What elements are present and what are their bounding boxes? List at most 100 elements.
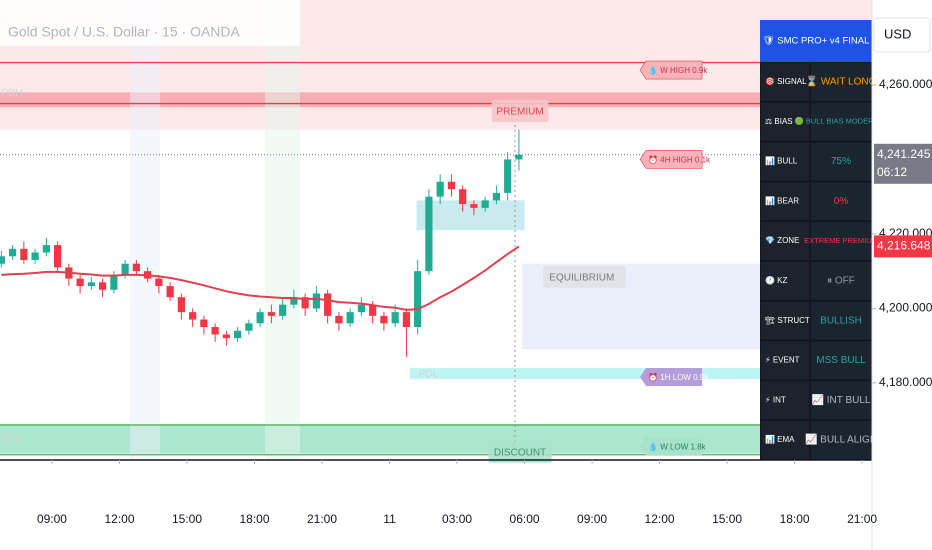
panel-value-cell (811, 421, 871, 459)
panel-row-label: 🏗 STRUCT (765, 316, 810, 325)
annotation-label: PDL (419, 369, 439, 380)
x-tick-label: 18:00 (239, 512, 269, 526)
panel-row-label: ⚡ INT (765, 395, 786, 404)
candle-body (447, 181, 456, 190)
candle-body (132, 263, 140, 272)
y-tick-label: 4,260.000 (879, 77, 932, 91)
panel-row-value: 0% (834, 196, 849, 207)
price-axis (872, 0, 932, 550)
panel-header-bg (760, 20, 872, 62)
levels-layer (0, 61, 872, 456)
panel-label-cell (761, 102, 809, 141)
panel-label-cell (761, 63, 809, 101)
candle-body (54, 245, 62, 268)
panel-row-value: 🟢 BULL BIAS MODERATE (794, 117, 887, 126)
session-band (265, 0, 300, 460)
candle-body (335, 315, 343, 324)
candle-body (357, 304, 366, 313)
annotation-label: ⏰ 1H LOW 0.9k (648, 372, 709, 382)
candle-body (414, 271, 422, 328)
candle-body (9, 248, 17, 257)
candle-body (245, 323, 253, 331)
annotation-label: ⏰ 4H HIGH 0.1k (648, 155, 711, 165)
candle-body (166, 286, 174, 298)
candle-body (312, 293, 320, 309)
panel-value-cell (811, 341, 871, 380)
candle-body (155, 278, 163, 287)
candle-body (200, 319, 208, 328)
candle-body (31, 252, 39, 260)
annotation-label: DISCOUNT (494, 447, 546, 458)
x-tick-label: 03:00 (442, 512, 472, 526)
candle-body (402, 312, 411, 328)
panel-row-label: ⚡ EVENT (765, 356, 800, 365)
candle-body (20, 248, 28, 260)
candle-body (492, 192, 501, 201)
annotation-label: PDL (1, 433, 21, 444)
x-tick-label: 12:00 (645, 512, 675, 526)
panel-value-cell (811, 63, 871, 101)
x-tick-label: 09:00 (577, 512, 607, 526)
price-marker (874, 143, 932, 184)
candle-body (425, 196, 433, 272)
panel-label-cell (761, 341, 809, 380)
panel-row-label: 💎 ZONE (765, 236, 799, 245)
candle-body (121, 263, 129, 275)
currency-box[interactable] (873, 17, 931, 53)
candle-body (87, 282, 95, 287)
candle-body (380, 315, 388, 324)
panel-label-cell (761, 142, 809, 181)
price-marker-label: 4,241.245 (877, 147, 931, 161)
candle-body (301, 297, 309, 309)
x-tick-label: 21:00 (847, 512, 877, 526)
zone-label-box (543, 265, 626, 288)
candle-body (177, 297, 185, 313)
panel-value-cell (811, 222, 871, 260)
candle-body (189, 312, 197, 320)
y-tick-label: 4,180.000 (879, 375, 932, 389)
candle-body (515, 154, 523, 160)
annotation-label: 💧 W HIGH 0.9k (648, 65, 708, 75)
price-marker-label: 4,216.648 (877, 239, 931, 253)
candle-body (279, 304, 287, 316)
candle-body (267, 312, 275, 316)
panel-row-value: 📈 BULL ALIGN (805, 433, 877, 446)
x-tick-label: 18:00 (780, 512, 810, 526)
panel-row-label: 🎯 SIGNAL (765, 77, 807, 86)
chart-title: Gold Spot / U.S. Dollar · 15 · OANDA (8, 24, 241, 40)
x-tick-label: 15:00 (172, 512, 202, 526)
candle-body (211, 327, 219, 335)
x-tick-label: 11 (383, 512, 396, 526)
panel-value-cell (811, 381, 871, 420)
x-tick-label: 21:00 (307, 512, 337, 526)
panel-row-value: MSS BULL (816, 355, 866, 366)
y-axis: 4,260.0004,220.0004,200.0004,180.0004,24… (872, 77, 932, 389)
x-tick-label: 09:00 (37, 512, 67, 526)
candle-body (324, 293, 332, 316)
y-tick-label: 4,200.000 (879, 301, 932, 315)
panel-row-value: ⌛ WAIT LONG (806, 75, 877, 88)
candle-body (470, 204, 478, 208)
price-tag (639, 60, 703, 80)
panel-value-cell (811, 182, 871, 221)
panel-value-cell (811, 262, 871, 300)
candle-body (481, 200, 489, 208)
panel-label-cell (761, 381, 809, 420)
zone (409, 368, 872, 380)
candle-body (290, 297, 298, 305)
x-tick-label: 15:00 (712, 512, 742, 526)
candle-body (222, 334, 230, 339)
panel-label-cell (761, 262, 809, 300)
candle-body (0, 256, 5, 264)
candle-body (346, 312, 354, 324)
panel-row-label: 📊 BEAR (765, 195, 799, 205)
zone-label-box (488, 440, 552, 463)
panel-label-cell (761, 421, 809, 459)
price-tag (639, 150, 703, 169)
panel-value-cell (811, 301, 871, 340)
annotation-label: PDH (1, 88, 22, 99)
price-marker-countdown: 06:12 (877, 165, 907, 179)
panel-row-label: ⚖ BIAS (765, 117, 793, 126)
panel-row-value: BULLISH (820, 315, 862, 326)
candle-body (391, 312, 399, 324)
